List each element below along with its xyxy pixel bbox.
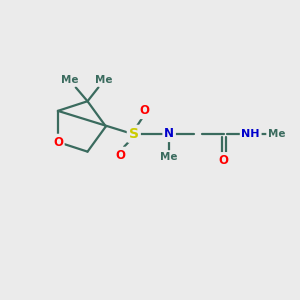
Text: Me: Me [268,129,285,139]
Text: N: N [164,127,174,140]
Text: O: O [139,104,149,117]
Text: Me: Me [160,152,178,162]
Text: Me: Me [61,75,79,85]
Text: O: O [116,148,126,161]
Text: O: O [219,154,229,167]
Text: NH: NH [242,129,260,139]
Text: O: O [53,136,63,148]
Text: Me: Me [95,75,112,85]
Text: S: S [129,127,139,141]
